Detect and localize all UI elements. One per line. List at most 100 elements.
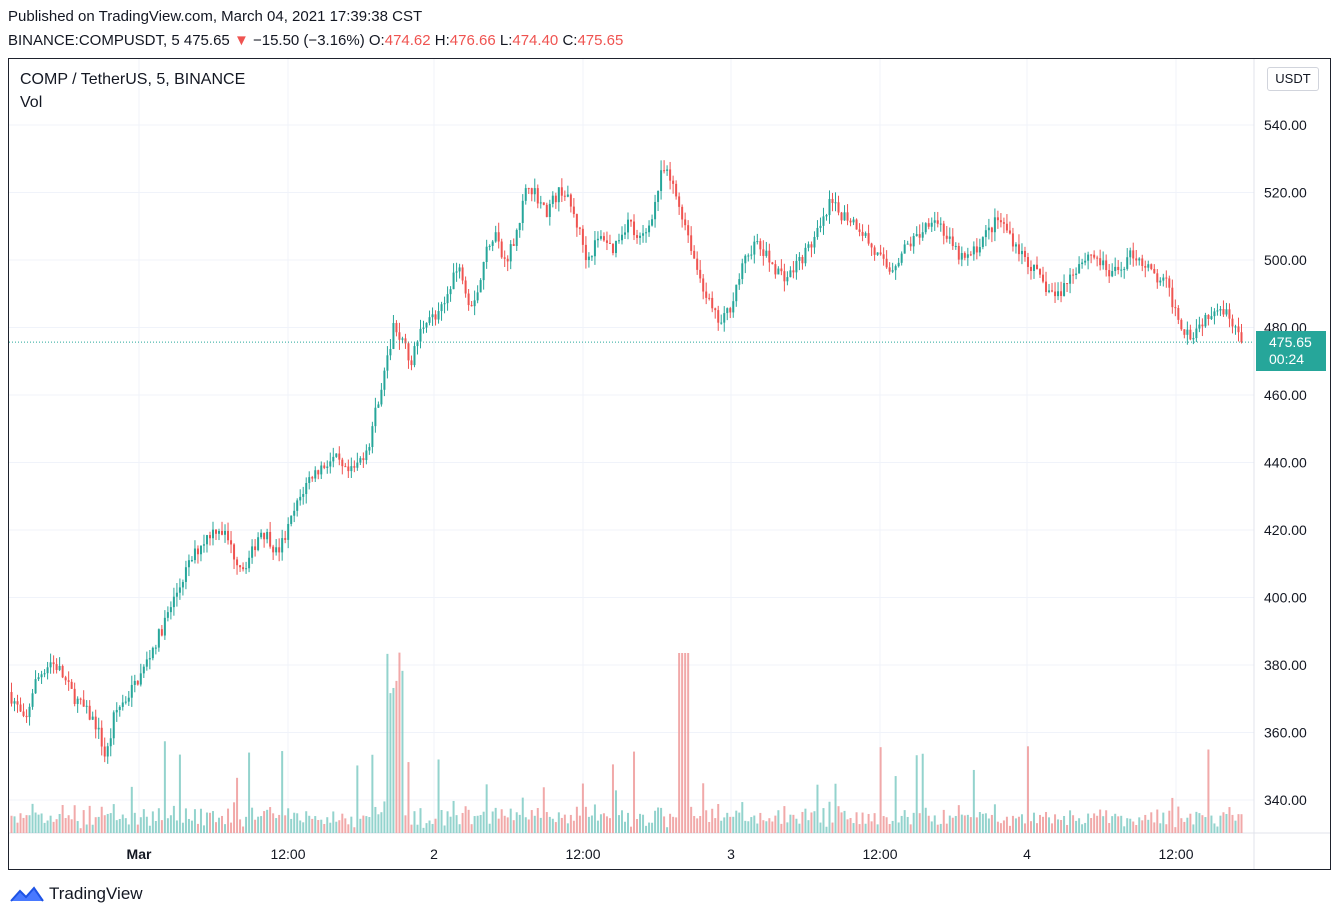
volume-bar [142, 809, 145, 833]
volume-bar [248, 752, 251, 833]
volume-bar [218, 817, 221, 833]
candle-body [1081, 262, 1084, 265]
candle-body [633, 221, 636, 236]
candle-body [948, 236, 951, 239]
candle-body [774, 264, 777, 275]
volume-bar [160, 820, 163, 833]
candle-body [627, 219, 630, 233]
volume-bar [969, 817, 972, 833]
volume-bar [290, 818, 293, 833]
volume-bar [843, 810, 846, 833]
volume-bar [482, 811, 485, 833]
candle-body [593, 240, 596, 257]
x-tick-label: 12:00 [565, 846, 600, 862]
volume-bar [199, 808, 202, 833]
volume-bar [494, 807, 497, 833]
y-tick-label: 540.00 [1264, 117, 1307, 133]
candle-body [1192, 338, 1195, 340]
candle-body [94, 716, 97, 730]
candle-body [82, 699, 85, 707]
volume-bar [184, 808, 187, 833]
candle-body [335, 453, 338, 457]
volume-bar [109, 813, 112, 833]
volume-bar [584, 806, 587, 833]
candle-body [482, 262, 485, 281]
volume-bar [272, 813, 275, 833]
candle-body [425, 322, 428, 328]
candle-body [732, 301, 735, 313]
volume-bar [852, 823, 855, 833]
candle-body [681, 206, 684, 220]
volume-bar [224, 824, 227, 833]
candle-body [780, 268, 783, 272]
volume-bar [587, 816, 590, 833]
footer-brand[interactable]: TradingView [10, 884, 143, 904]
candle-body [1087, 254, 1090, 261]
candle-body [473, 300, 476, 307]
x-tick-label: Mar [127, 846, 152, 862]
volume-bar [440, 810, 443, 833]
candle-body [374, 407, 377, 427]
candle-body [296, 500, 299, 511]
volume-bar [924, 807, 927, 833]
volume-bar [642, 814, 645, 833]
y-tick-label: 520.00 [1264, 185, 1307, 201]
candle-body [581, 228, 584, 245]
volume-bar [1105, 810, 1108, 833]
volume-bar [747, 821, 750, 833]
y-tick-label: 360.00 [1264, 725, 1307, 741]
volume-bar [590, 815, 593, 833]
volume-bar [118, 818, 121, 833]
currency-unit-button[interactable]: USDT [1267, 67, 1319, 91]
volume-bar [660, 807, 663, 833]
candle-body [894, 266, 897, 271]
candle-body [861, 231, 864, 236]
volume-bar [506, 817, 509, 833]
volume-bar [699, 816, 702, 833]
candle-body [900, 253, 903, 263]
candle-body [819, 225, 822, 228]
volume-bar [1084, 822, 1087, 833]
volume-bar [254, 819, 257, 833]
chart-frame[interactable] [8, 58, 1331, 870]
candle-body [169, 607, 172, 613]
candle-body [371, 426, 374, 448]
volume-bar [1165, 824, 1168, 833]
candle-body [915, 234, 918, 237]
volume-bar [70, 819, 73, 833]
candle-body [966, 254, 969, 258]
candle-body [239, 565, 242, 568]
candle-body [1108, 270, 1111, 277]
volume-bar [266, 809, 269, 833]
volume-bar [840, 812, 843, 833]
volume-bar [846, 819, 849, 833]
candle-body [1045, 281, 1048, 293]
volume-bar [296, 813, 299, 833]
candle-body [97, 727, 100, 730]
volume-bar [527, 819, 530, 833]
candle-body [822, 216, 825, 226]
volume-bar [233, 802, 236, 833]
candle-body [437, 311, 440, 320]
volume-bar [633, 751, 636, 833]
candle-body [524, 188, 527, 201]
candle-body [338, 453, 341, 460]
volume-bar [1066, 824, 1069, 833]
candle-body [867, 233, 870, 244]
volume-bar [205, 812, 208, 833]
volume-bar [169, 815, 172, 833]
candle-body [939, 223, 942, 225]
candle-body [365, 450, 368, 461]
candle-body [789, 270, 792, 278]
candle-body [921, 232, 924, 238]
candle-body [717, 310, 720, 323]
candle-body [233, 544, 236, 560]
volume-bar [627, 812, 630, 833]
volume-bar [323, 823, 326, 833]
candle-body [299, 496, 302, 501]
volume-bar [828, 801, 831, 833]
volume-bar [687, 653, 690, 833]
volume-bar [121, 814, 124, 833]
volume-bar [49, 815, 52, 833]
